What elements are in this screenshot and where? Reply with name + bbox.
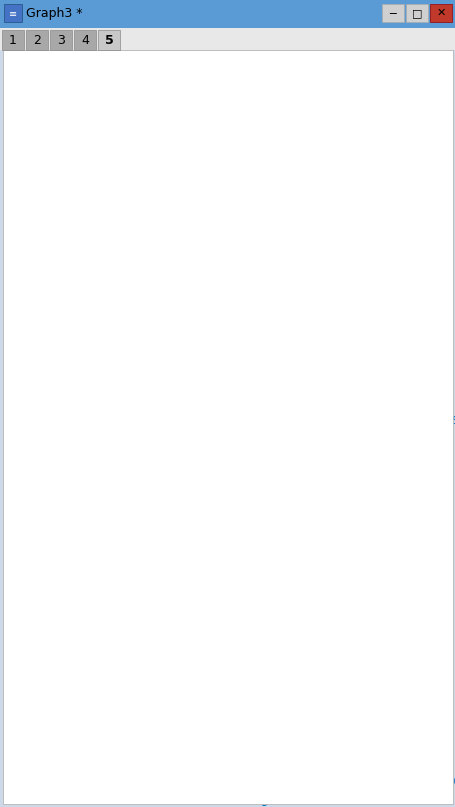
- X-axis label: Energy (eV): Energy (eV): [224, 400, 298, 413]
- Legend: Peak 4: Peak 4: [186, 233, 244, 249]
- Bar: [2, 30, 24, 50]
- Legend: Peak 1: Peak 1: [384, 233, 442, 249]
- Bar: [0, 0, 455, 28]
- Text: 4: 4: [81, 34, 89, 47]
- Legend: Peak 3: Peak 3: [186, 77, 244, 93]
- Legend: Peak 2: Peak 2: [384, 77, 442, 93]
- Text: Graph3 *: Graph3 *: [26, 7, 82, 20]
- Text: ✕: ✕: [435, 8, 445, 18]
- Y-axis label: Amplitude (arb. units): Amplitude (arb. units): [24, 540, 34, 663]
- X-axis label: Channel: Channel: [129, 410, 175, 420]
- Bar: [4, 4, 22, 22]
- Bar: [0, 28, 455, 50]
- Bar: [74, 30, 96, 50]
- X-axis label: Channel: Channel: [327, 410, 373, 420]
- Text: □: □: [411, 8, 421, 18]
- Bar: [26, 30, 48, 50]
- Bar: [50, 30, 72, 50]
- Bar: [405, 4, 427, 22]
- X-axis label: Wavelength (nm): Wavelength (nm): [207, 792, 315, 805]
- Bar: [98, 30, 120, 50]
- Text: ≡: ≡: [9, 9, 17, 19]
- Text: 1: 1: [9, 34, 17, 47]
- Bar: [381, 4, 403, 22]
- Y-axis label: Amplitude: Amplitude: [10, 278, 20, 336]
- Y-axis label: Amplitude: Amplitude: [15, 122, 25, 179]
- Text: ─: ─: [389, 8, 395, 18]
- Text: 2: 2: [33, 34, 41, 47]
- Text: 5: 5: [104, 34, 113, 47]
- Bar: [429, 4, 451, 22]
- Text: 3: 3: [57, 34, 65, 47]
